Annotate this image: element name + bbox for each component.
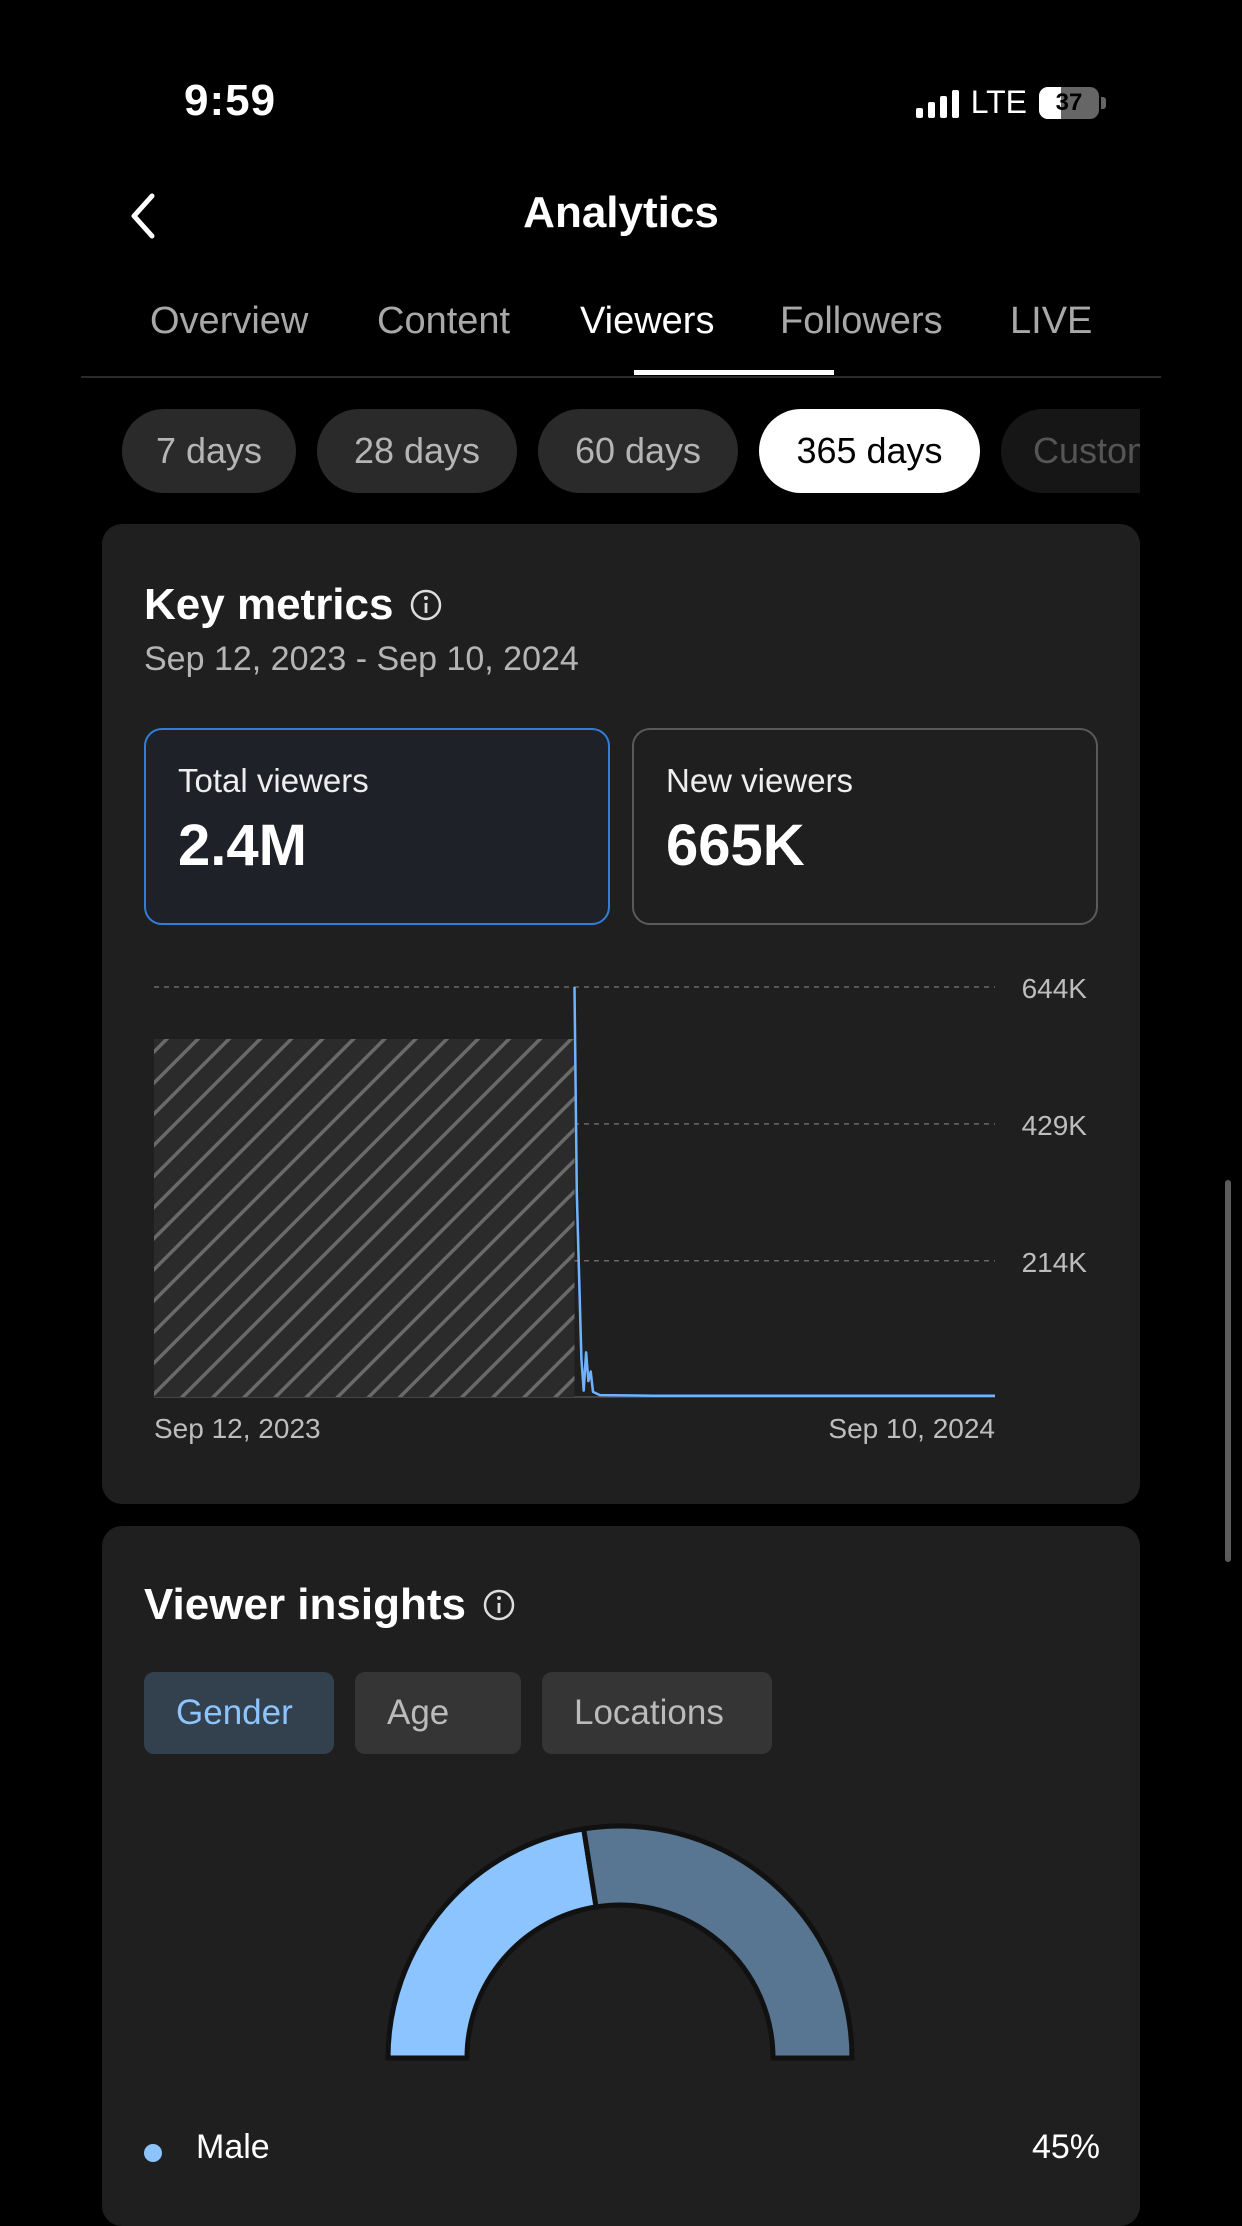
key-metrics-heading: Key metrics — [144, 580, 394, 629]
signal-icon — [915, 88, 959, 118]
status-time: 9:59 — [184, 76, 277, 125]
info-icon[interactable] — [482, 1588, 516, 1622]
gender-donut-chart — [385, 1823, 855, 2061]
chip-365-days[interactable]: 365 days — [759, 409, 980, 493]
metric-value: 665K — [666, 813, 805, 878]
network-label: LTE — [970, 84, 1027, 120]
donut-slice-female[interactable] — [580, 1823, 855, 2061]
key-metrics-title: Key metrics — [144, 580, 443, 630]
x-tick-label: Sep 10, 2024 — [828, 1413, 995, 1444]
info-icon[interactable] — [409, 588, 443, 622]
status-indicators: LTE 37 — [915, 84, 1106, 121]
chip-28-days[interactable]: 28 days — [317, 409, 517, 493]
viewer-insights-title: Viewer insights — [144, 1580, 516, 1630]
series-line — [573, 986, 995, 1397]
segment-age[interactable]: Age — [355, 1672, 521, 1754]
viewers-line-chart: 644K 429K 214K Sep 12, 2023 Sep 10, 2024 — [154, 973, 1088, 1444]
battery-tip — [1101, 96, 1106, 109]
chevron-left-icon — [131, 193, 155, 239]
total-viewers-card[interactable]: Total viewers 2.4M — [144, 728, 610, 925]
battery-icon: 37 — [1039, 86, 1099, 119]
tab-bar: Overview Content Viewers Followers LIVE — [81, 300, 1161, 378]
y-tick-label: 644K — [1022, 973, 1088, 1004]
legend-item-male: Male 45% — [144, 2128, 1100, 2168]
battery-level: 37 — [1055, 88, 1083, 116]
legend-label: Male — [196, 2128, 270, 2166]
scrollbar[interactable] — [1225, 1180, 1231, 1562]
y-tick-label: 214K — [1022, 1247, 1088, 1278]
metric-label: New viewers — [666, 762, 854, 799]
no-data-region — [154, 1039, 575, 1397]
page-title: Analytics — [523, 188, 719, 237]
date-range-label: Sep 12, 2023 - Sep 10, 2024 — [144, 640, 579, 678]
new-viewers-card[interactable]: New viewers 665K — [632, 728, 1098, 925]
tab-content[interactable]: Content — [377, 300, 511, 342]
tab-viewers[interactable]: Viewers — [580, 300, 715, 342]
tab-overview[interactable]: Overview — [150, 300, 309, 342]
back-button[interactable] — [118, 188, 174, 244]
segment-locations[interactable]: Locations — [542, 1672, 772, 1754]
chip-7-days[interactable]: 7 days — [122, 409, 296, 493]
chip-custom[interactable]: Custom — [1001, 409, 1140, 493]
legend-percent: 45% — [1031, 2128, 1100, 2166]
tab-live[interactable]: LIVE — [1010, 300, 1093, 342]
metric-label: Total viewers — [178, 762, 369, 799]
chip-60-days[interactable]: 60 days — [538, 409, 738, 493]
segment-gender[interactable]: Gender — [144, 1672, 334, 1754]
donut-slice-male[interactable] — [385, 1825, 599, 2061]
viewer-insights-heading: Viewer insights — [144, 1580, 466, 1629]
active-tab-indicator — [634, 370, 834, 375]
y-tick-label: 429K — [1022, 1110, 1088, 1141]
date-range-chips: 7 days 28 days 60 days 365 days Custom — [122, 409, 1140, 493]
x-tick-label: Sep 12, 2023 — [154, 1413, 321, 1444]
metric-value: 2.4M — [178, 813, 307, 878]
tab-followers[interactable]: Followers — [780, 300, 943, 342]
